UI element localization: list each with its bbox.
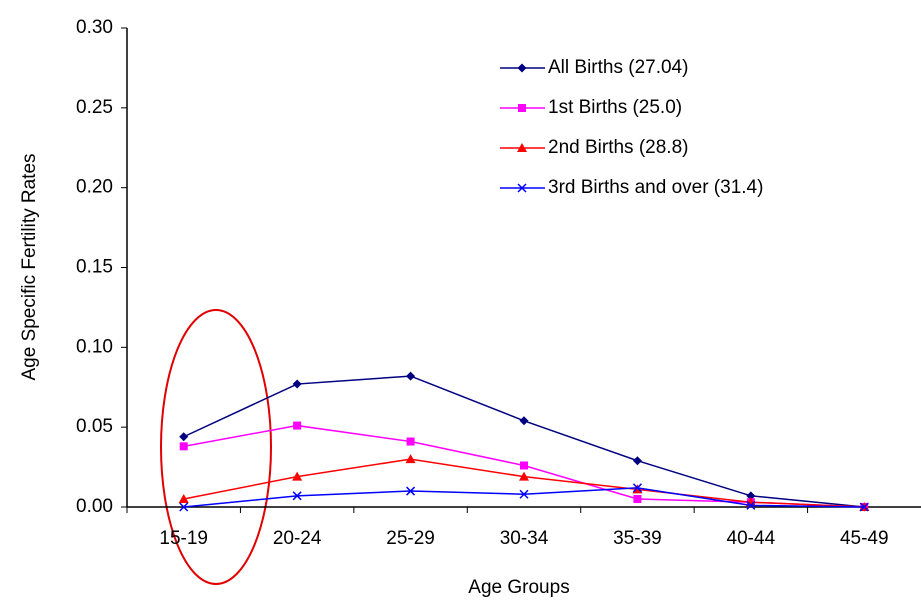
marker bbox=[632, 483, 642, 493]
marker bbox=[406, 486, 416, 496]
marker bbox=[292, 379, 302, 389]
legend-marker bbox=[517, 63, 527, 73]
marker bbox=[292, 471, 303, 481]
marker bbox=[519, 471, 529, 481]
x-tick-label: 40-44 bbox=[727, 528, 776, 549]
legend-label: 2nd Births (28.8) bbox=[548, 137, 688, 158]
y-axis-label: Age Specific Fertility Rates bbox=[19, 153, 40, 380]
y-tick-label: 0.05 bbox=[76, 416, 113, 437]
legend-label: 1st Births (25.0) bbox=[548, 97, 682, 118]
marker bbox=[520, 461, 528, 470]
marker bbox=[179, 432, 189, 442]
x-tick-label: 20-24 bbox=[273, 528, 322, 549]
marker bbox=[179, 502, 189, 512]
y-tick-label: 0.30 bbox=[76, 17, 113, 38]
marker bbox=[406, 371, 416, 381]
marker bbox=[293, 421, 302, 430]
x-tick-label: 30-34 bbox=[500, 528, 549, 549]
x-tick-label: 15-19 bbox=[159, 528, 208, 549]
marker bbox=[519, 416, 529, 426]
marker bbox=[292, 491, 302, 501]
legend-marker bbox=[518, 104, 526, 112]
marker bbox=[632, 456, 642, 466]
marker bbox=[405, 454, 416, 464]
y-tick-label: 0.25 bbox=[76, 97, 113, 118]
marker bbox=[178, 494, 189, 504]
marker bbox=[746, 491, 756, 501]
series-line bbox=[183, 375, 865, 508]
x-tick-label: 35-39 bbox=[613, 528, 662, 549]
legend-label: All Births (27.04) bbox=[548, 57, 688, 78]
marker bbox=[519, 489, 529, 499]
x-tick-label: 45-49 bbox=[840, 528, 889, 549]
x-axis-label: Age Groups bbox=[468, 577, 569, 598]
marker bbox=[746, 500, 756, 510]
marker bbox=[179, 442, 188, 451]
y-tick-label: 0.10 bbox=[76, 336, 113, 357]
legend-label: 3rd Births and over (31.4) bbox=[548, 177, 763, 198]
marker bbox=[859, 502, 869, 512]
y-tick-label: 0.15 bbox=[76, 257, 113, 278]
y-tick-label: 0.00 bbox=[76, 496, 113, 517]
marker bbox=[633, 495, 642, 504]
legend-marker bbox=[517, 143, 527, 152]
legend-marker bbox=[517, 183, 527, 193]
x-tick-label: 25-29 bbox=[386, 528, 435, 549]
y-tick-label: 0.20 bbox=[76, 177, 113, 198]
marker bbox=[406, 437, 415, 446]
highlight-ellipse bbox=[160, 309, 272, 585]
